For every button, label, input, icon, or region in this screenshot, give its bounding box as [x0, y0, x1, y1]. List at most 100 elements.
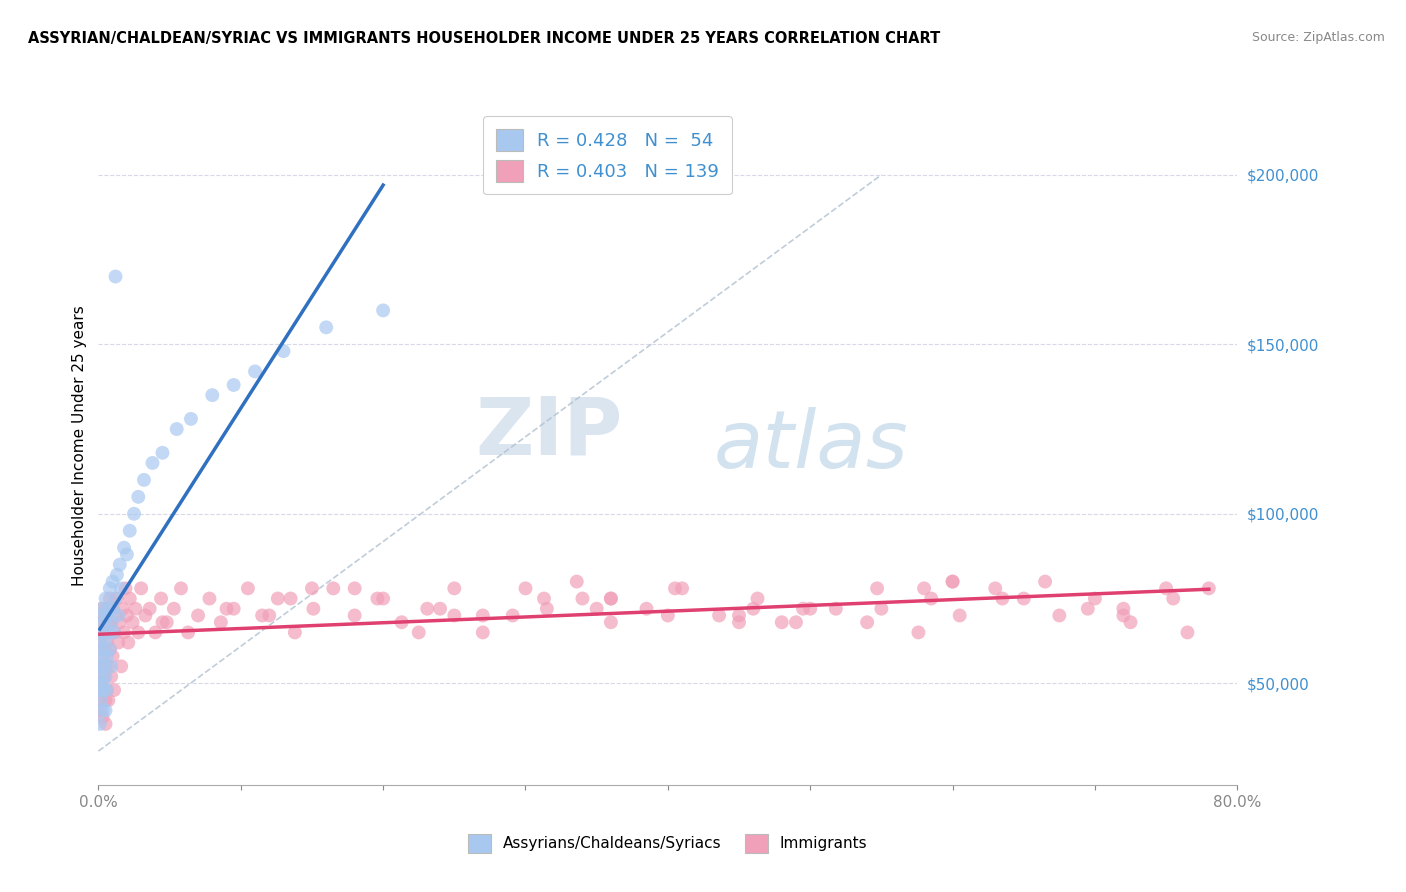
Point [1047, 608, 1070, 623]
Point [707, 608, 730, 623]
Point [912, 582, 935, 596]
Point [156, 615, 179, 630]
Point [471, 608, 494, 623]
Point [91, 649, 114, 664]
Point [343, 608, 366, 623]
Point [112, 625, 135, 640]
Point [104, 608, 127, 623]
Point [98, 582, 121, 596]
Point [96, 649, 118, 664]
Point [121, 615, 143, 630]
Point [984, 582, 1007, 596]
Point [127, 625, 149, 640]
Point [105, 567, 128, 582]
Point [89, 703, 111, 717]
Point [280, 591, 302, 606]
Point [89, 683, 111, 698]
Point [284, 625, 307, 640]
Point [273, 344, 295, 359]
Point [104, 591, 127, 606]
Point [515, 582, 537, 596]
Point [664, 582, 686, 596]
Point [391, 615, 413, 630]
Point [97, 693, 120, 707]
Point [315, 320, 337, 334]
Point [1198, 582, 1220, 596]
Point [96, 683, 118, 698]
Point [471, 625, 494, 640]
Point [236, 582, 259, 596]
Point [91, 710, 114, 724]
Point [107, 608, 129, 623]
Point [728, 615, 751, 630]
Point [103, 625, 125, 640]
Point [94, 625, 117, 640]
Point [198, 591, 221, 606]
Point [103, 683, 125, 698]
Point [991, 591, 1014, 606]
Point [243, 364, 266, 378]
Point [90, 693, 112, 707]
Point [127, 490, 149, 504]
Point [105, 591, 128, 606]
Point [222, 378, 245, 392]
Point [100, 615, 122, 630]
Point [1033, 574, 1056, 589]
Point [145, 625, 167, 640]
Point [152, 446, 174, 460]
Point [600, 615, 623, 630]
Point [942, 574, 965, 589]
Point [124, 601, 146, 615]
Point [114, 582, 136, 596]
Point [90, 615, 112, 630]
Point [949, 608, 972, 623]
Point [90, 669, 112, 683]
Point [111, 601, 134, 615]
Point [108, 615, 131, 630]
Point [416, 601, 439, 615]
Point [122, 507, 145, 521]
Point [250, 608, 273, 623]
Point [115, 548, 138, 562]
Point [343, 582, 366, 596]
Y-axis label: Householder Income Under 25 years: Householder Income Under 25 years [72, 306, 87, 586]
Point [90, 601, 112, 615]
Point [94, 591, 117, 606]
Point [91, 625, 114, 640]
Point [770, 615, 793, 630]
Point [93, 669, 115, 683]
Point [177, 625, 200, 640]
Point [1012, 591, 1035, 606]
Point [942, 574, 965, 589]
Point [571, 591, 593, 606]
Point [94, 659, 117, 673]
Point [98, 591, 121, 606]
Point [98, 642, 121, 657]
Point [565, 574, 588, 589]
Point [728, 608, 751, 623]
Point [408, 625, 430, 640]
Point [785, 615, 807, 630]
Point [600, 591, 623, 606]
Point [94, 703, 117, 717]
Point [90, 659, 112, 673]
Point [150, 591, 173, 606]
Point [94, 669, 117, 683]
Point [100, 659, 122, 673]
Point [373, 591, 395, 606]
Point [1084, 591, 1107, 606]
Point [585, 601, 607, 615]
Point [163, 601, 186, 615]
Point [443, 582, 465, 596]
Point [93, 659, 115, 673]
Point [856, 615, 879, 630]
Text: ZIP: ZIP [475, 393, 623, 472]
Point [110, 659, 132, 673]
Point [91, 676, 114, 690]
Point [101, 649, 124, 664]
Point [91, 649, 114, 664]
Point [107, 635, 129, 649]
Point [907, 625, 929, 640]
Point [1112, 608, 1135, 623]
Point [96, 608, 118, 623]
